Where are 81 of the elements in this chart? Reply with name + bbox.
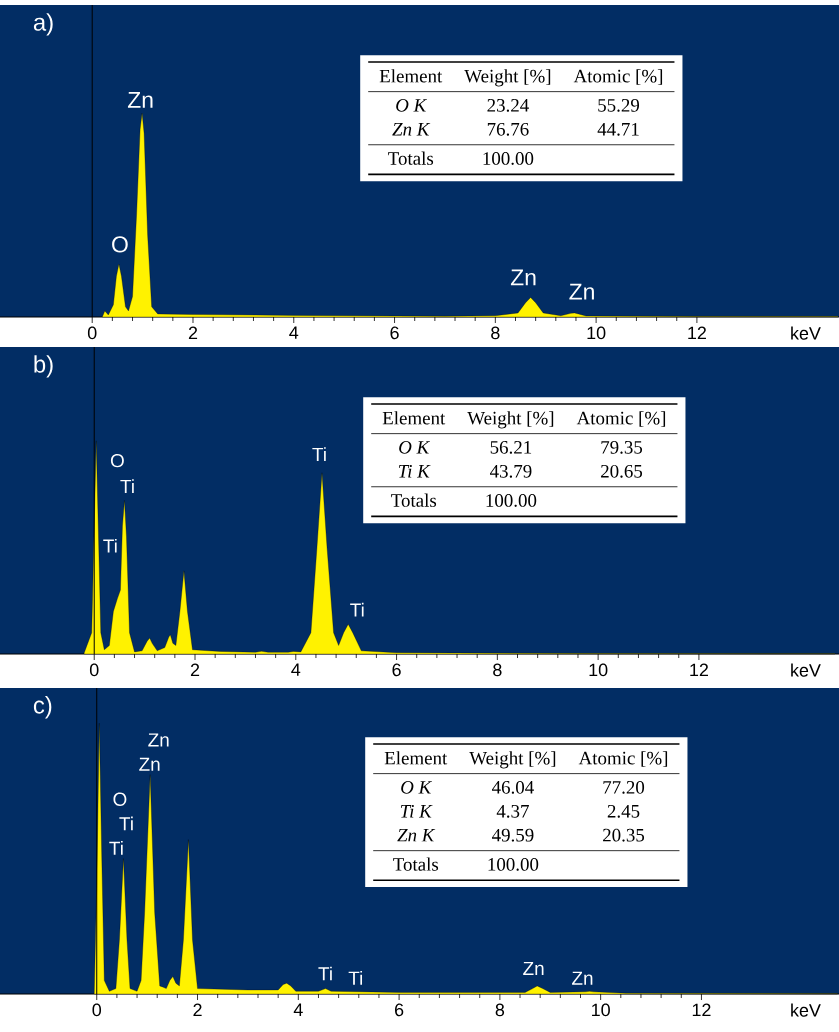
text: 77.20	[603, 780, 645, 794]
x-tick-label: 10	[587, 326, 606, 340]
annotation: O	[113, 792, 127, 806]
text: 76.76	[487, 122, 529, 136]
x-tick-label: 8	[491, 326, 500, 340]
x-tick-label: 6	[395, 1003, 404, 1017]
x-tick-label: 8	[495, 1003, 505, 1017]
annotation: Ti	[120, 479, 134, 493]
category-label: Element	[379, 69, 443, 83]
text: 2.45	[607, 804, 640, 818]
annotation: Zn	[148, 733, 169, 747]
category-label: Zn K	[392, 123, 431, 136]
annotation: O	[112, 236, 128, 253]
x-axis-title: keV	[791, 326, 821, 340]
category-label: Ti K	[400, 804, 433, 818]
chart-title: c)	[33, 696, 52, 719]
text: 46.04	[492, 780, 534, 794]
x-tick-label: 6	[390, 326, 399, 340]
x-tick-label: 0	[89, 663, 99, 677]
x-axis-title: keV	[791, 1003, 821, 1017]
annotation: Zn	[569, 283, 594, 300]
chart-title: b)	[34, 355, 53, 378]
text: 20.65	[601, 464, 643, 478]
x-tick-label: 4	[289, 326, 299, 339]
x-tick-label: 2	[190, 663, 200, 677]
annotation: Zn	[572, 971, 593, 985]
annotation: Zn	[139, 757, 160, 771]
category-label: Weight [%]	[467, 411, 554, 429]
text: 44.71	[597, 122, 639, 136]
x-tick-label: 2	[193, 1003, 202, 1017]
text: 20.35	[603, 828, 645, 842]
x-tick-label: 12	[688, 326, 706, 340]
category-label: O K	[399, 441, 431, 454]
x-tick-label: 10	[592, 1003, 610, 1017]
text: 79.35	[601, 441, 643, 454]
category-label: Ti K	[398, 464, 431, 478]
x-tick-label: 12	[692, 1003, 711, 1017]
text: 56.21	[490, 441, 532, 454]
category-label: Element	[384, 751, 448, 765]
category-label: Element	[382, 411, 446, 425]
category-label: Totals	[388, 151, 434, 165]
x-tick-label: 10	[589, 663, 608, 677]
x-tick-label: 8	[493, 663, 502, 677]
text: 100.00	[488, 858, 539, 871]
category-label: Atomic [%]	[578, 751, 668, 767]
annotation: Ti	[312, 447, 326, 461]
category-label: Atomic [%]	[573, 69, 663, 85]
annotation: Ti	[350, 602, 364, 617]
annotation: Zn	[510, 269, 536, 286]
text: 49.59	[492, 828, 534, 842]
category-label: Totals	[391, 493, 437, 507]
x-tick-label: 6	[392, 663, 401, 677]
category-label: Atomic [%]	[576, 411, 666, 427]
annotation: O	[110, 453, 124, 468]
x-tick-label: 12	[690, 663, 708, 677]
category-label: Weight [%]	[469, 751, 556, 769]
x-tick-label: 2	[188, 326, 198, 340]
chart-title: a)	[33, 13, 53, 36]
category-label: Weight [%]	[464, 69, 551, 87]
annotation: Zn	[523, 961, 544, 975]
x-tick-label: 4	[291, 663, 301, 676]
x-axis-title: keV	[791, 663, 821, 677]
text: 55.29	[598, 99, 640, 112]
text: 4.37	[496, 804, 529, 818]
text: 100.00	[486, 494, 537, 507]
category-label: Zn K	[397, 828, 436, 842]
annotation: Ti	[103, 538, 117, 553]
category-label: O K	[401, 781, 433, 794]
x-tick-label: 4	[293, 1003, 303, 1016]
text: 100.00	[483, 152, 534, 165]
annotation: Ti	[119, 816, 133, 831]
text: Zn	[127, 92, 153, 108]
category-label: Totals	[393, 857, 439, 871]
text: 23.24	[487, 99, 529, 112]
x-tick-label: 0	[87, 326, 97, 340]
annotation: Ti	[318, 966, 332, 981]
category-label: O K	[396, 99, 428, 112]
x-tick-label: 0	[92, 1003, 102, 1017]
annotation: Ti	[109, 840, 123, 855]
annotation: Ti	[348, 970, 363, 985]
text: 43.79	[490, 464, 532, 478]
